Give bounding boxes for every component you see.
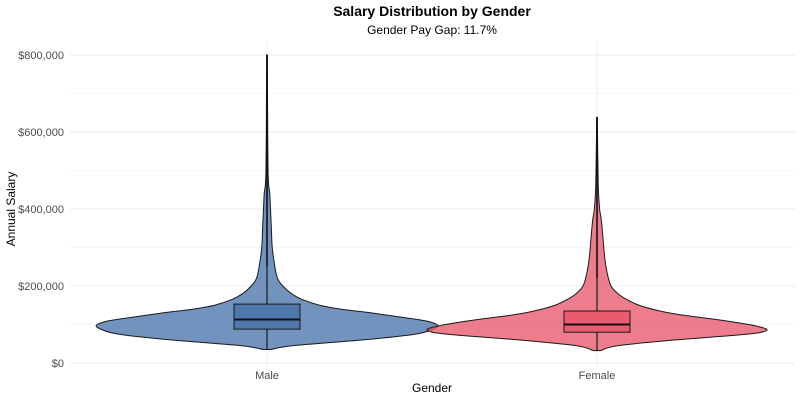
y-axis-label: Annual Salary xyxy=(4,172,18,247)
box-iqr xyxy=(233,303,301,330)
chart-subtitle: Gender Pay Gap: 11.7% xyxy=(367,23,497,37)
chart-title: Salary Distribution by Gender xyxy=(333,3,531,19)
y-tick-label: $0 xyxy=(52,358,64,370)
violins xyxy=(95,54,768,352)
x-tick-label: Female xyxy=(579,370,616,382)
y-tick-label: $800,000 xyxy=(18,50,64,62)
y-tick-label: $400,000 xyxy=(18,204,64,216)
y-axis-ticks: $0 $200,000 $400,000 $600,000 $800,000 xyxy=(18,50,64,370)
x-axis-label: Gender xyxy=(412,381,452,395)
violin-male xyxy=(95,54,439,351)
x-tick-label: Male xyxy=(255,370,279,382)
x-axis-ticks: Male Female xyxy=(255,370,615,382)
grid-lines xyxy=(70,42,795,367)
violin-female xyxy=(426,116,768,352)
box-iqr xyxy=(563,310,631,333)
y-tick-label: $200,000 xyxy=(18,281,64,293)
y-tick-label: $600,000 xyxy=(18,127,64,139)
